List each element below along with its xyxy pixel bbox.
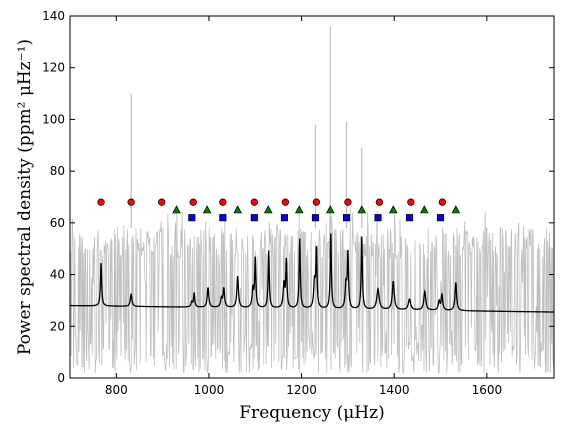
- square-marker: [311, 214, 320, 222]
- axis-ticks: 800 1000 1200 1400 1600 0 20 40 60 80 100 120 140: [42, 9, 554, 397]
- y-tick-label: 120: [42, 61, 65, 75]
- circle-marker: [219, 198, 227, 206]
- y-tick-label: 80: [50, 164, 65, 178]
- plot-frame: [69, 15, 555, 379]
- circle-marker: [281, 198, 290, 206]
- circle-marker: [97, 198, 105, 206]
- y-tick-label: 100: [42, 112, 65, 126]
- square-marker: [342, 214, 351, 222]
- circle-marker: [407, 198, 415, 206]
- y-tick-label: 40: [50, 268, 65, 282]
- triangle-marker: [233, 205, 242, 214]
- circle-marker: [344, 198, 352, 206]
- y-tick-label: 140: [42, 9, 65, 23]
- triangle-marker: [202, 205, 212, 214]
- triangle-marker: [263, 205, 273, 214]
- triangle-marker: [389, 205, 398, 214]
- circle-marker: [189, 198, 197, 206]
- square-marker: [188, 214, 196, 222]
- fit-line: [70, 233, 554, 313]
- x-tick-label: 1000: [194, 383, 225, 397]
- triangle-marker: [294, 205, 304, 214]
- x-tick-label: 1600: [472, 383, 503, 397]
- y-tick-label: 60: [50, 216, 65, 230]
- triangle-marker: [451, 205, 461, 214]
- marker-series: [97, 198, 461, 222]
- square-marker: [436, 214, 445, 222]
- y-tick-label: 20: [50, 319, 65, 333]
- noise-trace: [70, 208, 554, 374]
- triangle-marker: [326, 205, 335, 214]
- square-marker: [405, 214, 414, 222]
- circle-marker: [312, 198, 321, 206]
- y-axis-title: Power spectral density (ppm² μHz⁻¹): [15, 39, 35, 355]
- circle-marker: [158, 198, 166, 206]
- x-tick-label: 1200: [286, 383, 317, 397]
- y-tick-label: 0: [57, 371, 65, 385]
- x-tick-label: 800: [105, 383, 128, 397]
- square-marker: [250, 214, 258, 222]
- circle-marker: [375, 198, 384, 206]
- square-marker: [280, 214, 288, 222]
- triangle-marker: [420, 205, 429, 214]
- x-tick-label: 1400: [379, 383, 410, 397]
- square-marker: [219, 214, 227, 222]
- triangle-marker: [357, 205, 367, 214]
- triangle-marker: [172, 205, 181, 214]
- square-marker: [374, 214, 382, 222]
- x-axis-title: Frequency (μHz): [239, 403, 384, 423]
- circle-marker: [127, 198, 135, 206]
- circle-marker: [438, 198, 447, 206]
- circle-marker: [250, 198, 258, 206]
- fit-series: [70, 233, 554, 313]
